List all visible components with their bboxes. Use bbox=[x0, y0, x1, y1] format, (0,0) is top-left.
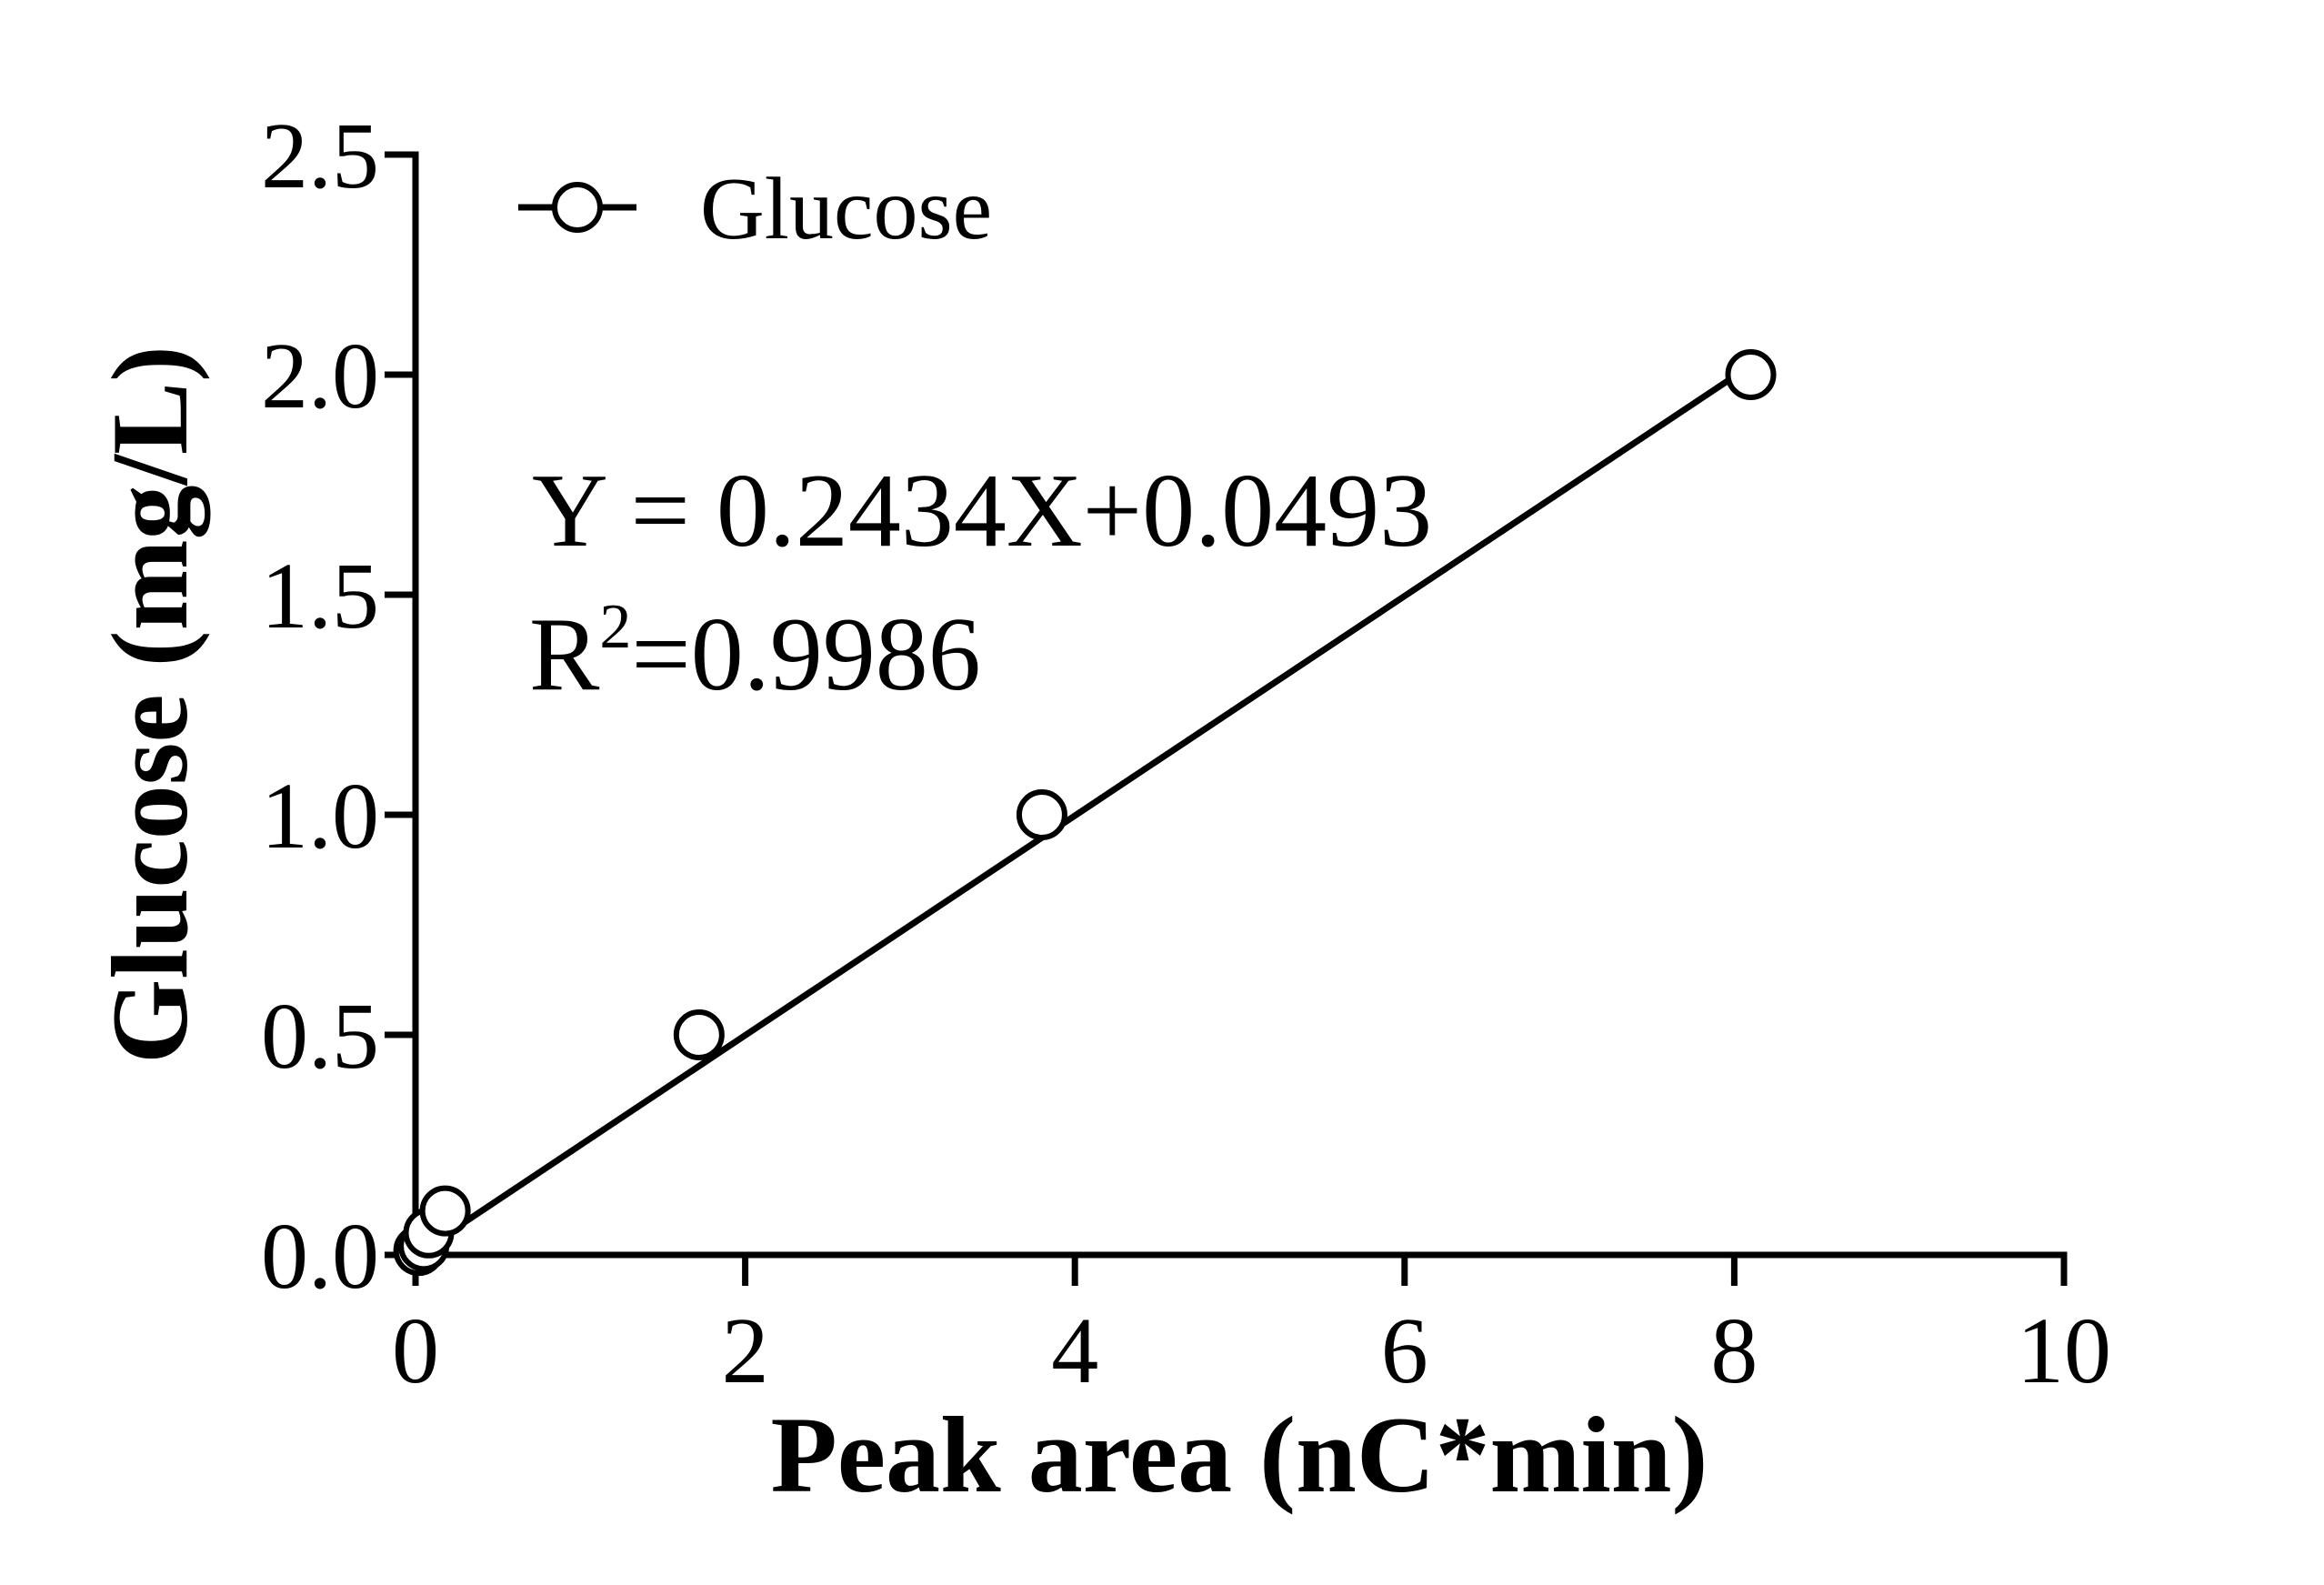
y-tick-label: 0.5 bbox=[261, 984, 379, 1088]
x-tick-label: 6 bbox=[1381, 1299, 1428, 1403]
x-tick-label: 10 bbox=[2017, 1299, 2111, 1403]
regression-equation: Y = 0.2434X+0.0493 bbox=[532, 453, 1432, 569]
r-squared-value: =0.9986 bbox=[631, 597, 980, 713]
x-tick-label: 0 bbox=[392, 1299, 439, 1403]
regression-line bbox=[414, 363, 1753, 1258]
y-tick-label: 2.0 bbox=[261, 324, 379, 428]
r-squared-superscript: 2 bbox=[599, 592, 631, 662]
data-points bbox=[393, 349, 1777, 1277]
x-tick-label: 4 bbox=[1051, 1299, 1098, 1403]
data-point bbox=[1016, 789, 1067, 840]
data-point bbox=[1725, 349, 1777, 400]
y-axis-title: Glucose (mg/L) bbox=[89, 346, 211, 1064]
x-tick-label: 2 bbox=[722, 1299, 769, 1403]
x-axis-title: Peak area (nC*min) bbox=[770, 1394, 1708, 1515]
data-point bbox=[673, 1009, 725, 1060]
r-squared: R2=0.9986 bbox=[529, 592, 981, 713]
y-tick-label: 1.0 bbox=[261, 764, 379, 868]
y-axis-ticks: 0.0 0.5 1.0 1.5 2.0 2.5 bbox=[261, 104, 416, 1309]
legend-marker bbox=[552, 182, 603, 233]
y-tick-label: 0.0 bbox=[261, 1204, 379, 1309]
y-tick-label: 1.5 bbox=[261, 544, 379, 648]
x-tick-label: 8 bbox=[1710, 1299, 1758, 1403]
x-axis-ticks: 0 2 4 6 8 10 bbox=[392, 1255, 2111, 1403]
legend: Glucose bbox=[518, 160, 992, 258]
data-point bbox=[419, 1185, 471, 1237]
y-tick-label: 2.5 bbox=[261, 104, 379, 208]
legend-label: Glucose bbox=[700, 160, 992, 258]
r-squared-prefix: R bbox=[529, 597, 600, 713]
